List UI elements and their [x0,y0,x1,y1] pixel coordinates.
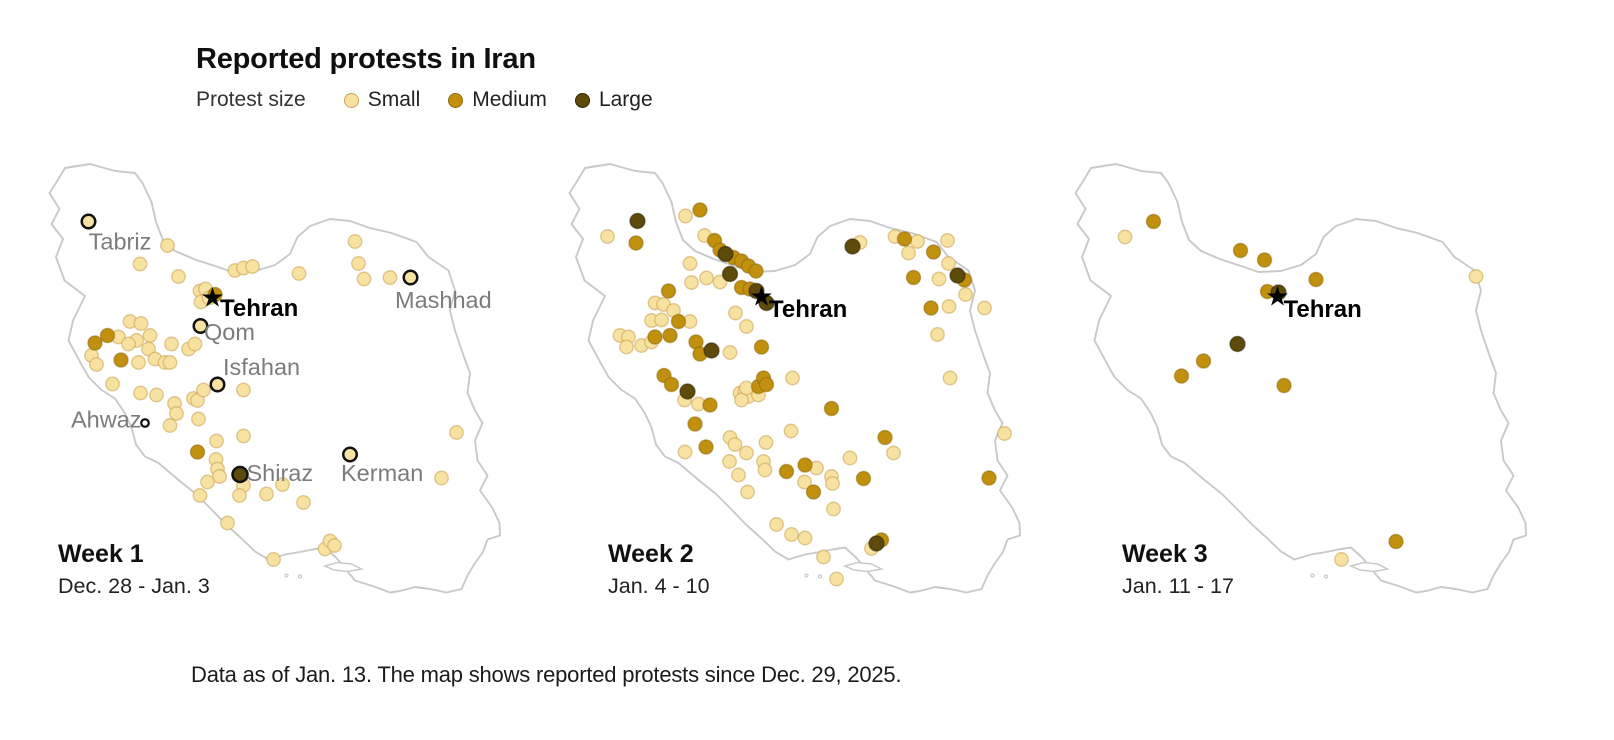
legend-label-large: Large [598,88,653,111]
week-dates-1: Dec. 28 - Jan. 3 [58,574,210,598]
svg-text:★: ★ [1265,282,1289,312]
legend-item-medium: Medium [448,88,547,112]
svg-text:Tabriz: Tabriz [89,229,152,255]
legend-title: Protest size [196,88,306,111]
svg-text:Tehran: Tehran [769,296,847,323]
iran-map-week-2: ★Tehran [568,163,1021,594]
map-panel-week-1: Tabriz ★ Tehran Qom Mashhad Isfahan Ahwaz Shira… [40,158,545,618]
week-title-1: Week 1 [58,540,144,568]
svg-text:Ahwaz: Ahwaz [71,407,142,433]
page-title: Reported protests in Iran [196,43,536,76]
legend-item-large: Large [574,88,653,112]
week-label-2: Week 2 Jan. 4 - 10 [608,540,710,599]
legend: Protest size Small Medium Large [196,88,681,112]
week-title-2: Week 2 [608,540,694,568]
week-dates-3: Jan. 11 - 17 [1122,574,1234,598]
iran-map-week-3: ★Tehran [1074,163,1527,594]
svg-text:Qom: Qom [204,319,255,345]
svg-text:Kerman: Kerman [341,460,423,486]
week-label-1: Week 1 Dec. 28 - Jan. 3 [58,540,210,599]
svg-text:★: ★ [749,282,773,312]
week-label-3: Week 3 Jan. 11 - 17 [1122,540,1234,599]
large-dot-icon [574,92,590,108]
svg-text:Tehran: Tehran [1284,296,1362,323]
map-panel-week-2: ★ Tehran Week 2 Jan. 4 - 10 [560,158,1065,618]
footnote: Data as of Jan. 13. The map shows report… [191,662,902,687]
legend-label-small: Small [367,88,421,111]
svg-text:Isfahan: Isfahan [223,354,300,380]
svg-text:Tehran: Tehran [220,295,298,322]
legend-item-small: Small [343,88,421,112]
svg-text:★: ★ [200,283,224,313]
week-title-3: Week 3 [1122,540,1208,568]
small-dot-icon [343,92,359,108]
svg-text:Mashhad: Mashhad [395,287,492,313]
legend-label-medium: Medium [472,88,547,111]
week-dates-2: Jan. 4 - 10 [608,574,710,598]
medium-dot-icon [448,92,464,108]
map-panel-week-3: ★ Tehran Week 3 Jan. 11 - 17 [1066,158,1571,618]
svg-text:Shiraz: Shiraz [247,460,314,486]
